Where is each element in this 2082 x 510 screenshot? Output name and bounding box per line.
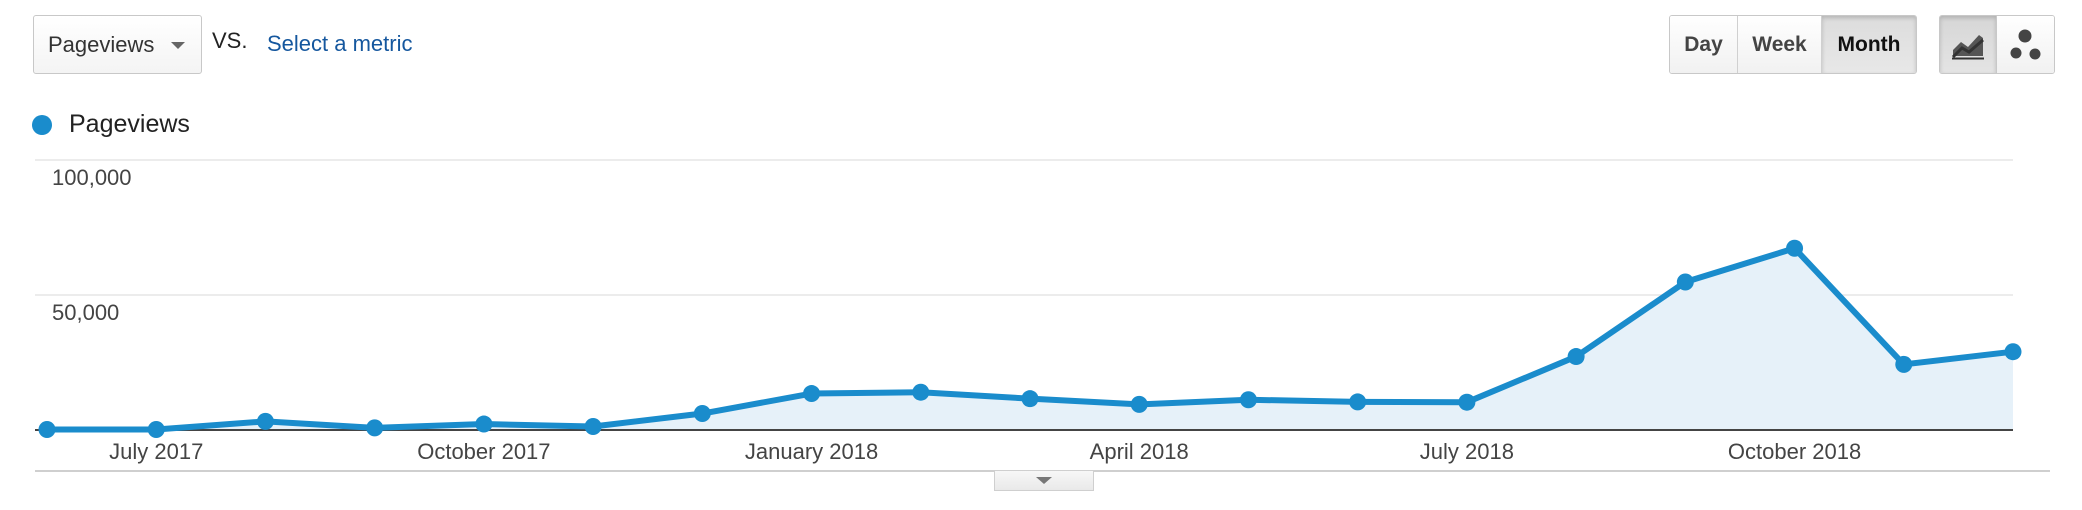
data-point [584, 417, 602, 435]
chevron-down-icon [171, 42, 185, 49]
period-day-button[interactable]: Day [1670, 16, 1738, 73]
x-tick-label: October 2018 [1728, 439, 1861, 464]
x-tick-label: January 2018 [745, 439, 878, 464]
x-tick-label: April 2018 [1090, 439, 1189, 464]
caret-down-icon [1036, 477, 1052, 484]
data-point [1239, 391, 1257, 409]
data-point [912, 383, 930, 401]
period-toggle: Day Week Month [1669, 15, 1917, 74]
vs-label: VS. [212, 28, 248, 53]
x-tick-label: July 2018 [1420, 439, 1514, 464]
data-point [1349, 393, 1367, 411]
data-point [1021, 390, 1039, 408]
data-point [1786, 239, 1804, 257]
data-point [38, 420, 56, 438]
data-point [366, 419, 384, 437]
data-point [1567, 348, 1585, 366]
period-month-button[interactable]: Month [1822, 16, 1916, 73]
y-tick-label: 100,000 [52, 165, 132, 190]
data-point [147, 420, 165, 438]
data-point [803, 385, 821, 403]
chart-type-toggle [1939, 15, 2055, 74]
motion-chart-icon [2010, 29, 2040, 59]
data-point [1130, 395, 1148, 413]
data-point [1895, 355, 1913, 373]
x-tick-label: October 2017 [417, 439, 550, 464]
select-metric-link[interactable]: Select a metric [267, 31, 413, 56]
motion-chart-button[interactable] [1997, 16, 2054, 73]
data-point [693, 405, 711, 423]
metric-select-value: Pageviews [48, 31, 155, 57]
legend-series-label: Pageviews [69, 110, 190, 138]
data-point [1676, 273, 1694, 291]
chart-legend: Pageviews [32, 110, 190, 139]
y-tick-label: 50,000 [52, 300, 119, 325]
legend-series-marker [32, 114, 52, 135]
metric-select-dropdown[interactable]: Pageviews [33, 15, 202, 74]
period-week-button[interactable]: Week [1738, 16, 1822, 73]
x-tick-label: July 2017 [109, 439, 203, 464]
line-chart-button[interactable] [1940, 16, 1998, 73]
data-point [2004, 343, 2022, 361]
data-point [256, 412, 274, 430]
line-chart-icon [1951, 34, 1984, 59]
chart-expand-handle[interactable] [994, 471, 1094, 491]
series-area-fill [47, 248, 2013, 430]
data-point [475, 415, 493, 433]
data-point [1458, 393, 1476, 411]
